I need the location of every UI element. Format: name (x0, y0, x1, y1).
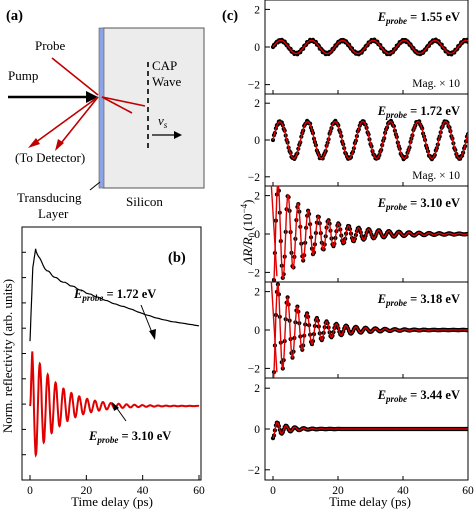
subplot-data (270, 420, 468, 441)
subplot-1: −2 0 2 Eprobe = 1.55 eV Mag. × 10 (248, 0, 469, 95)
layer-label: Layer (38, 206, 69, 221)
probe-in-silicon-1 (101, 96, 146, 107)
subplot-data (270, 282, 468, 386)
eprobe-label-black: Eprobe = 1.72 eV (73, 287, 156, 303)
to-detector-label: (To Detector) (15, 150, 85, 165)
series-line-black (29, 248, 200, 342)
eprobe-label-c: Eprobe = 3.18 eV (377, 292, 460, 308)
reflected-beam-2 (57, 96, 99, 148)
reflected-beam-1 (31, 96, 99, 146)
annotation-arrow-black (140, 304, 154, 336)
subplot-2: −2 0 2 Eprobe = 1.72 eV Mag. × 10 (248, 93, 469, 187)
chart-panel-c: (c) −2 0 2 Eprobe = 1.55 eV Mag. × 10 −2 0 2 Epr… (222, 0, 474, 509)
chart-panel-b: (b) 0 20 40 60 Eprobe = 1.72 eV Eprobe = 3.… (0, 226, 205, 509)
y-axis-label-b: Norm. reflectivity (arb. units) (0, 279, 15, 433)
y-tick-label-c: 2 (254, 287, 260, 299)
annotation-arrow-red (115, 406, 127, 422)
panel-b-label: (b) (168, 250, 186, 266)
reflected-arrowhead-1 (28, 138, 40, 148)
velocity-arrowhead (174, 131, 182, 139)
probe-beam (51, 57, 99, 96)
y-tick-label-c: 0 (254, 325, 260, 337)
fit-line-rise (270, 282, 278, 373)
x-tick-label-b: 40 (137, 485, 149, 497)
eprobe-label-c: Eprobe = 1.72 eV (377, 104, 460, 120)
x-tick-label-c: 20 (332, 485, 344, 497)
silicon-block (102, 27, 205, 189)
y-tick-label-c: 0 (254, 42, 260, 54)
subplot-4: −2 0 2 Eprobe = 3.18 eV (248, 281, 469, 386)
x-axis-label-c: Time delay (ps) (329, 494, 411, 509)
wave-label: Wave (152, 74, 181, 89)
y-tick-label-c: −2 (248, 172, 260, 184)
velocity-label: vs (158, 113, 168, 130)
x-tick-label-b: 20 (81, 485, 93, 497)
fit-line (272, 39, 468, 55)
eprobe-label-c: Eprobe = 3.10 eV (377, 196, 460, 212)
x-tick-label-b: 60 (193, 485, 205, 497)
annotation-arrowhead-red (112, 402, 119, 411)
fit-line-rise (270, 186, 278, 277)
cap-label: CAP (152, 58, 177, 73)
pump-arrowhead (86, 91, 98, 103)
data-point (276, 181, 280, 185)
y-tick-label-c: 0 (254, 229, 260, 241)
x-axis-label-b: Time delay (ps) (71, 494, 153, 509)
subplot-data (270, 118, 468, 162)
x-tick-label-b: 0 (27, 485, 33, 497)
y-tick-label-c: 0 (254, 424, 260, 436)
x-tick-label-c: 0 (270, 485, 276, 497)
eprobe-label-c: Eprobe = 3.44 eV (377, 388, 460, 404)
y-tick-label-c: 2 (254, 383, 260, 395)
y-tick-label-c: 0 (254, 135, 260, 147)
eprobe-label-red: Eprobe = 3.10 eV (88, 429, 171, 445)
y-tick-label-c: −2 (248, 363, 260, 375)
magnification-note: Mag. × 10 (412, 170, 460, 182)
pump-label: Pump (8, 68, 38, 83)
probe-label: Probe (35, 38, 66, 53)
schematic-diagram: (a) Probe Pump CAP Wave vs (To Detector)… (6, 8, 205, 221)
y-tick-label-c: 2 (254, 98, 260, 110)
transducing-layer-strip (98, 27, 105, 189)
panel-a-label: (a) (6, 8, 23, 24)
fit-line (272, 120, 468, 160)
silicon-label: Silicon (126, 194, 163, 209)
y-tick-label-c: −2 (248, 267, 260, 279)
y-tick-label-c: 2 (254, 191, 260, 203)
y-tick-label-c: −2 (248, 80, 260, 92)
data-point (271, 382, 275, 386)
y-axis-label-c: ΔR/R0(10−4) (239, 200, 257, 266)
y-tick-label-c: 2 (254, 4, 260, 16)
x-tick-label-c: 60 (462, 485, 474, 497)
fit-line (272, 421, 468, 439)
reflected-arrowhead-2 (55, 139, 64, 151)
layer-pointer (89, 181, 101, 191)
x-tick-label-c: 40 (397, 485, 409, 497)
panel-c-label: (c) (222, 8, 238, 24)
fit-line (272, 282, 468, 378)
magnification-note: Mag. × 10 (412, 78, 460, 90)
annotation-arrowhead-black (149, 329, 156, 340)
fit-line (273, 186, 468, 282)
y-tick-label-c: −2 (248, 465, 260, 477)
subplot-3: −2 0 2 Eprobe = 3.10 eV (248, 181, 469, 283)
probe-in-silicon-2 (101, 96, 133, 114)
subplot-data (270, 37, 468, 57)
subplot-data (270, 181, 468, 282)
transducing-label: Transducing (17, 190, 82, 205)
eprobe-label-c: Eprobe = 1.55 eV (377, 10, 460, 26)
